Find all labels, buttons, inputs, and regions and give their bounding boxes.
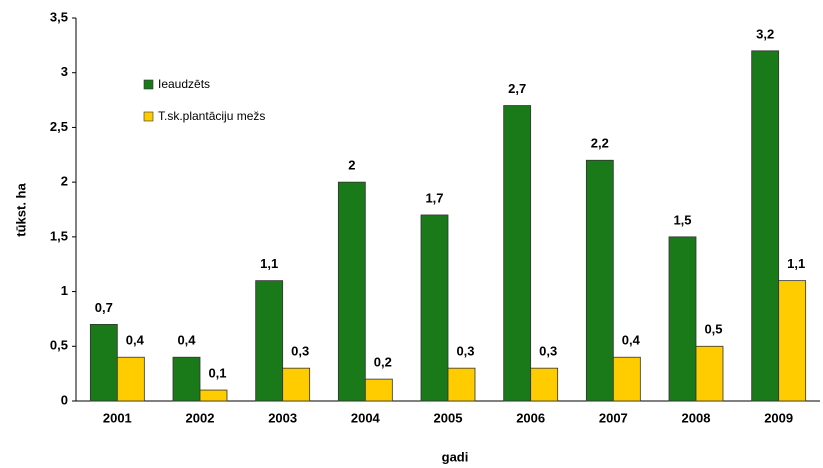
bar	[116, 356, 145, 402]
y-tick-label: 1,5	[50, 228, 68, 243]
x-tick-label: 2008	[682, 410, 711, 425]
legend-swatch	[143, 111, 154, 122]
y-tick-label: 3	[61, 64, 68, 79]
value-label: 0,3	[539, 344, 557, 359]
bar	[447, 367, 476, 402]
value-label: 1,1	[260, 256, 278, 271]
x-tick-label: 2003	[268, 410, 297, 425]
bar	[778, 280, 807, 402]
bar	[530, 367, 559, 402]
value-label: 0,4	[622, 333, 641, 348]
bar	[337, 181, 366, 402]
bar	[89, 323, 118, 402]
y-tick-label: 3,5	[50, 9, 68, 24]
bar	[255, 280, 284, 402]
legend-swatch	[143, 79, 154, 90]
value-label: 2,7	[508, 81, 526, 96]
bar	[420, 214, 449, 402]
value-label: 0,4	[177, 333, 196, 348]
x-tick-label: 2007	[599, 410, 628, 425]
y-tick-label: 2,5	[50, 119, 68, 134]
legend-label: Ieaudzēts	[158, 77, 210, 91]
value-label: 0,7	[95, 300, 113, 315]
bar	[503, 105, 532, 402]
bar	[282, 367, 311, 402]
bar	[612, 356, 641, 402]
bar	[172, 356, 201, 402]
x-tick-label: 2002	[186, 410, 215, 425]
x-tick-label: 2004	[351, 410, 381, 425]
x-tick-label: 2006	[516, 410, 545, 425]
value-label: 1,7	[425, 190, 443, 205]
value-label: 0,3	[291, 344, 309, 359]
bar	[668, 236, 697, 402]
bar	[364, 378, 393, 402]
value-label: 3,2	[756, 26, 774, 41]
bar	[585, 159, 614, 402]
value-label: 2	[348, 158, 355, 173]
y-tick-label: 1	[61, 283, 68, 298]
value-label: 0,2	[374, 355, 392, 370]
y-axis-label: tūkst. ha	[13, 183, 28, 237]
value-label: 2,2	[591, 136, 609, 151]
y-tick-label: 0	[61, 392, 68, 407]
bar	[199, 389, 228, 402]
legend-label: T.sk.plantāciju mežs	[158, 109, 265, 123]
value-label: 0,1	[208, 365, 226, 380]
x-tick-label: 2001	[103, 410, 132, 425]
bar	[695, 345, 724, 402]
bar	[751, 50, 780, 402]
y-tick-label: 2	[61, 174, 68, 189]
x-tick-label: 2005	[434, 410, 463, 425]
x-axis-label: gadi	[442, 449, 469, 464]
value-label: 1,1	[787, 256, 805, 271]
value-label: 0,4	[126, 333, 145, 348]
value-label: 1,5	[673, 212, 691, 227]
value-label: 0,5	[704, 322, 722, 337]
value-label: 0,3	[456, 344, 474, 359]
y-tick-label: 0,5	[50, 338, 68, 353]
x-tick-label: 2009	[764, 410, 793, 425]
